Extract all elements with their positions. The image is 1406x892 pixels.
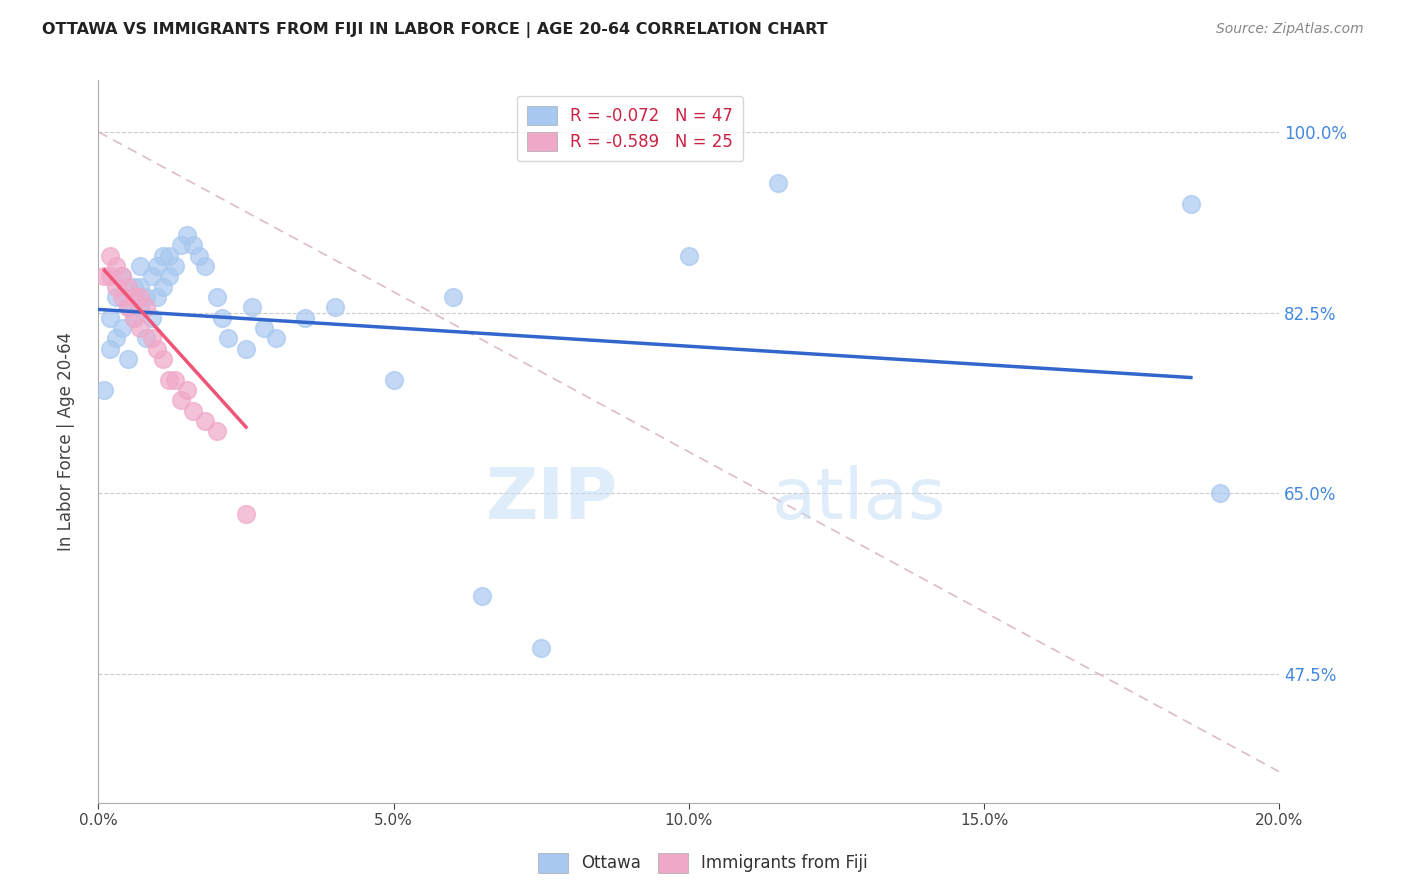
- Point: [176, 383, 198, 397]
- Point: [471, 590, 494, 604]
- Point: [146, 290, 169, 304]
- Point: [194, 414, 217, 428]
- Point: [128, 321, 150, 335]
- Point: [441, 290, 464, 304]
- Point: [135, 331, 157, 345]
- Point: [98, 310, 121, 325]
- Point: [294, 310, 316, 325]
- Point: [117, 301, 139, 315]
- Point: [105, 259, 128, 273]
- Point: [105, 290, 128, 304]
- Point: [187, 249, 209, 263]
- Point: [98, 342, 121, 356]
- Point: [122, 310, 145, 325]
- Point: [98, 249, 121, 263]
- Point: [181, 403, 204, 417]
- Point: [111, 290, 134, 304]
- Text: ZIP: ZIP: [486, 465, 619, 533]
- Y-axis label: In Labor Force | Age 20-64: In Labor Force | Age 20-64: [56, 332, 75, 551]
- Text: Source: ZipAtlas.com: Source: ZipAtlas.com: [1216, 22, 1364, 37]
- Legend: Ottawa, Immigrants from Fiji: Ottawa, Immigrants from Fiji: [531, 847, 875, 880]
- Point: [235, 507, 257, 521]
- Point: [157, 249, 180, 263]
- Point: [122, 290, 145, 304]
- Point: [98, 269, 121, 284]
- Point: [146, 259, 169, 273]
- Point: [766, 177, 789, 191]
- Point: [253, 321, 276, 335]
- Point: [382, 373, 405, 387]
- Point: [128, 279, 150, 293]
- Point: [117, 301, 139, 315]
- Point: [1180, 197, 1202, 211]
- Point: [240, 301, 263, 315]
- Point: [264, 331, 287, 345]
- Point: [128, 301, 150, 315]
- Point: [117, 351, 139, 366]
- Point: [170, 238, 193, 252]
- Point: [141, 331, 163, 345]
- Point: [217, 331, 239, 345]
- Point: [111, 321, 134, 335]
- Point: [152, 279, 174, 293]
- Point: [122, 279, 145, 293]
- Point: [176, 228, 198, 243]
- Point: [170, 393, 193, 408]
- Legend: R = -0.072   N = 47, R = -0.589   N = 25: R = -0.072 N = 47, R = -0.589 N = 25: [517, 95, 742, 161]
- Point: [135, 290, 157, 304]
- Point: [323, 301, 346, 315]
- Point: [128, 290, 150, 304]
- Point: [165, 259, 187, 273]
- Point: [157, 373, 180, 387]
- Point: [157, 269, 180, 284]
- Text: OTTAWA VS IMMIGRANTS FROM FIJI IN LABOR FORCE | AGE 20-64 CORRELATION CHART: OTTAWA VS IMMIGRANTS FROM FIJI IN LABOR …: [42, 22, 828, 38]
- Point: [165, 373, 187, 387]
- Point: [128, 259, 150, 273]
- Text: atlas: atlas: [772, 465, 946, 533]
- Point: [117, 279, 139, 293]
- Point: [152, 351, 174, 366]
- Point: [135, 301, 157, 315]
- Point: [205, 290, 228, 304]
- Point: [111, 269, 134, 284]
- Point: [93, 383, 115, 397]
- Point: [146, 342, 169, 356]
- Point: [530, 640, 553, 655]
- Point: [93, 269, 115, 284]
- Point: [1209, 486, 1232, 500]
- Point: [105, 279, 128, 293]
- Point: [211, 310, 233, 325]
- Point: [111, 269, 134, 284]
- Point: [141, 310, 163, 325]
- Point: [122, 310, 145, 325]
- Point: [194, 259, 217, 273]
- Point: [181, 238, 204, 252]
- Point: [205, 424, 228, 438]
- Point: [678, 249, 700, 263]
- Point: [105, 331, 128, 345]
- Point: [235, 342, 257, 356]
- Point: [152, 249, 174, 263]
- Point: [141, 269, 163, 284]
